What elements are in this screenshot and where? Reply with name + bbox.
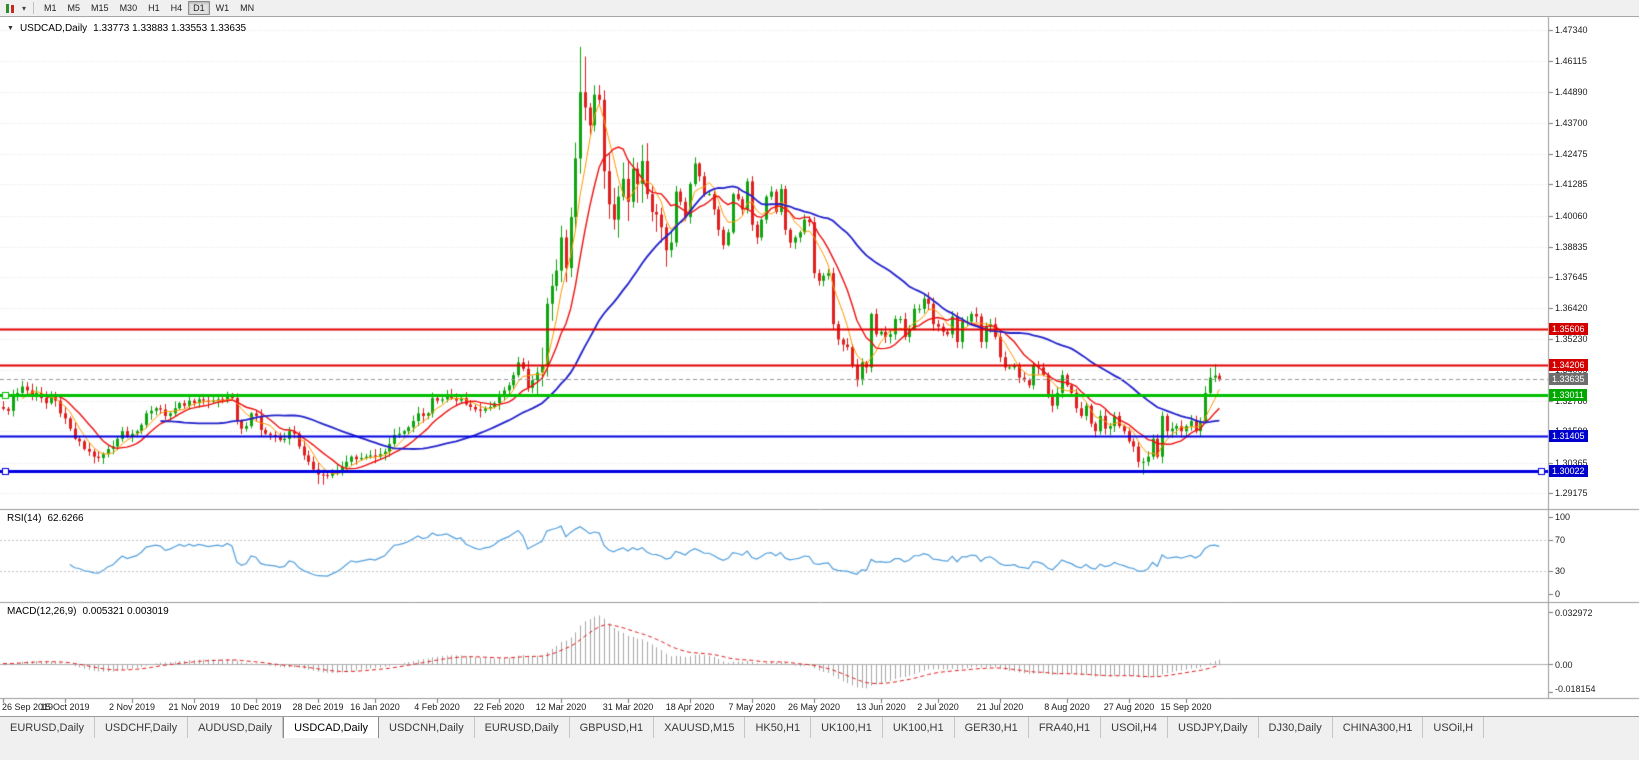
price-level-badge: 1.33011 — [1549, 389, 1587, 401]
price-level-badge: 1.30022 — [1549, 465, 1588, 477]
date-tick-label: 15 Oct 2019 — [40, 702, 90, 712]
date-tick-label: 18 Apr 2020 — [665, 702, 715, 712]
date-tick-label: 21 Jul 2020 — [976, 702, 1024, 712]
tab-dj30-daily[interactable]: DJ30,Daily — [1259, 717, 1333, 738]
price-tick-label: 1.30365 — [1555, 458, 1588, 468]
chart-type-dropdown-icon[interactable]: ▾ — [22, 3, 27, 13]
tab-hk50-h1[interactable]: HK50,H1 — [745, 717, 812, 738]
rsi-tick-label: 0 — [1555, 589, 1561, 599]
price-tick-label: 1.29175 — [1555, 488, 1588, 498]
price-tick-label: 1.44890 — [1555, 87, 1588, 97]
chart-title: ▼ USDCAD,Daily 1.33773 1.33883 1.33553 1… — [7, 23, 246, 34]
candle-down-glyph — [11, 4, 14, 13]
date-tick-label: 16 Jan 2020 — [350, 702, 400, 712]
macd-name: MACD(12,26,9) — [7, 606, 77, 617]
quote-direction-icon: ▼ — [7, 24, 14, 32]
date-tick-label: 4 Feb 2020 — [414, 702, 460, 712]
candle-up-glyph — [6, 3, 9, 13]
tab-usdchf-daily[interactable]: USDCHF,Daily — [95, 717, 189, 738]
tab-uk100-h1[interactable]: UK100,H1 — [811, 717, 883, 738]
date-tick-label: 26 Sep 2019 — [2, 702, 54, 712]
price-tick-label: 1.35230 — [1555, 334, 1588, 344]
tab-fra40-h1[interactable]: FRA40,H1 — [1029, 717, 1102, 738]
price-tick-label: 1.36420 — [1555, 303, 1588, 313]
tab-china300-h1[interactable]: CHINA300,H1 — [1333, 717, 1424, 738]
macd-tick-label: 0.032972 — [1555, 608, 1593, 618]
date-tick-label: 22 Feb 2020 — [473, 702, 525, 712]
tab-uk100-h1[interactable]: UK100,H1 — [883, 717, 955, 738]
date-tick-label: 10 Dec 2019 — [230, 702, 282, 712]
tab-usdcad-daily[interactable]: USDCAD,Daily — [283, 717, 380, 738]
price-level-badge: 1.34206 — [1549, 359, 1588, 371]
timeframe-mn[interactable]: MN — [240, 3, 255, 13]
top-toolbar: ▾ M1 M5 M15 M30 H1 H4 D1 W1 MN — [0, 0, 1639, 17]
price-tick-label: 1.37645 — [1555, 272, 1588, 282]
timeframe-d1[interactable]: D1 — [188, 1, 210, 15]
current-price-badge: 1.33635 — [1549, 373, 1588, 385]
timeframe-m1[interactable]: M1 — [44, 3, 57, 13]
timeframe-h4[interactable]: H4 — [170, 3, 183, 13]
chart-symbol-label: USDCAD,Daily — [19, 23, 88, 34]
date-tick-label: 26 May 2020 — [787, 702, 841, 712]
chart-ohlc-label: 1.33773 1.33883 1.33553 1.33635 — [93, 23, 247, 34]
rsi-tick-label: 100 — [1555, 512, 1571, 522]
chart-canvas[interactable] — [0, 0, 1639, 716]
price-tick-label: 1.42475 — [1555, 149, 1588, 159]
timeframe-m5[interactable]: M5 — [67, 3, 81, 13]
price-tick-label: 1.40060 — [1555, 211, 1588, 221]
date-tick-label: 2 Nov 2019 — [108, 702, 156, 712]
price-tick-label: 1.38835 — [1555, 242, 1588, 252]
date-tick-label: 2 Jul 2020 — [917, 702, 959, 712]
date-tick-label: 28 Dec 2019 — [292, 702, 344, 712]
tab-usoil-h[interactable]: USOil,H — [1423, 717, 1485, 738]
date-tick-label: 31 Mar 2020 — [602, 702, 654, 712]
toolbar-separator — [33, 2, 35, 14]
price-level-badge: 1.35606 — [1549, 323, 1588, 335]
date-tick-label: 21 Nov 2019 — [168, 702, 220, 712]
date-tick-label: 13 Jun 2020 — [856, 702, 906, 712]
timeframe-m15[interactable]: M15 — [91, 3, 109, 13]
tab-audusd-daily[interactable]: AUDUSD,Daily — [188, 717, 284, 738]
tab-gbpusd-h1[interactable]: GBPUSD,H1 — [570, 717, 655, 738]
price-tick-label: 1.32780 — [1555, 396, 1588, 406]
price-tick-label: 1.43700 — [1555, 118, 1588, 128]
tab-ger30-h1[interactable]: GER30,H1 — [955, 717, 1029, 738]
date-tick-label: 7 May 2020 — [728, 702, 776, 712]
rsi-value: 62.6266 — [47, 513, 84, 524]
tab-eurusd-daily[interactable]: EURUSD,Daily — [475, 717, 570, 738]
rsi-tick-label: 30 — [1555, 566, 1566, 576]
timeframe-buttons: M1 M5 M15 M30 H1 H4 D1 W1 MN — [39, 1, 259, 15]
rsi-tick-label: 70 — [1555, 535, 1566, 545]
macd-tick-label: -0.018154 — [1555, 684, 1596, 694]
chart-tab-bar: EURUSD,Daily USDCHF,Daily AUDUSD,Daily USDC… — [0, 716, 1639, 738]
price-tick-label: 1.46115 — [1555, 56, 1587, 66]
rsi-indicator-label: RSI(14) 62.6266 — [7, 513, 84, 524]
price-level-badge: 1.31405 — [1549, 430, 1588, 442]
rsi-name: RSI(14) — [7, 513, 42, 524]
tab-xauusd-m15[interactable]: XAUUSD,M15 — [654, 717, 746, 738]
date-tick-label: 27 Aug 2020 — [1103, 702, 1155, 712]
tab-usdjpy-daily[interactable]: USDJPY,Daily — [1168, 717, 1259, 738]
candlestick-chart-icon[interactable] — [3, 2, 18, 15]
timeframe-m30[interactable]: M30 — [119, 3, 138, 13]
macd-indicator-label: MACD(12,26,9) 0.005321 0.003019 — [7, 606, 169, 617]
price-tick-label: 1.47340 — [1555, 25, 1588, 35]
timeframe-w1[interactable]: W1 — [215, 3, 230, 13]
date-tick-label: 8 Aug 2020 — [1044, 702, 1090, 712]
date-tick-label: 15 Sep 2020 — [1160, 702, 1212, 712]
date-tick-label: 12 Mar 2020 — [535, 702, 587, 712]
macd-tick-label: 0.00 — [1555, 660, 1573, 670]
macd-values: 0.005321 0.003019 — [82, 606, 169, 617]
tab-usdcnh-daily[interactable]: USDCNH,Daily — [379, 717, 475, 738]
tab-eurusd-daily[interactable]: EURUSD,Daily — [0, 717, 95, 738]
tab-usoil-h4[interactable]: USOil,H4 — [1101, 717, 1169, 738]
price-tick-label: 1.41285 — [1555, 179, 1588, 189]
timeframe-h1[interactable]: H1 — [148, 3, 160, 13]
